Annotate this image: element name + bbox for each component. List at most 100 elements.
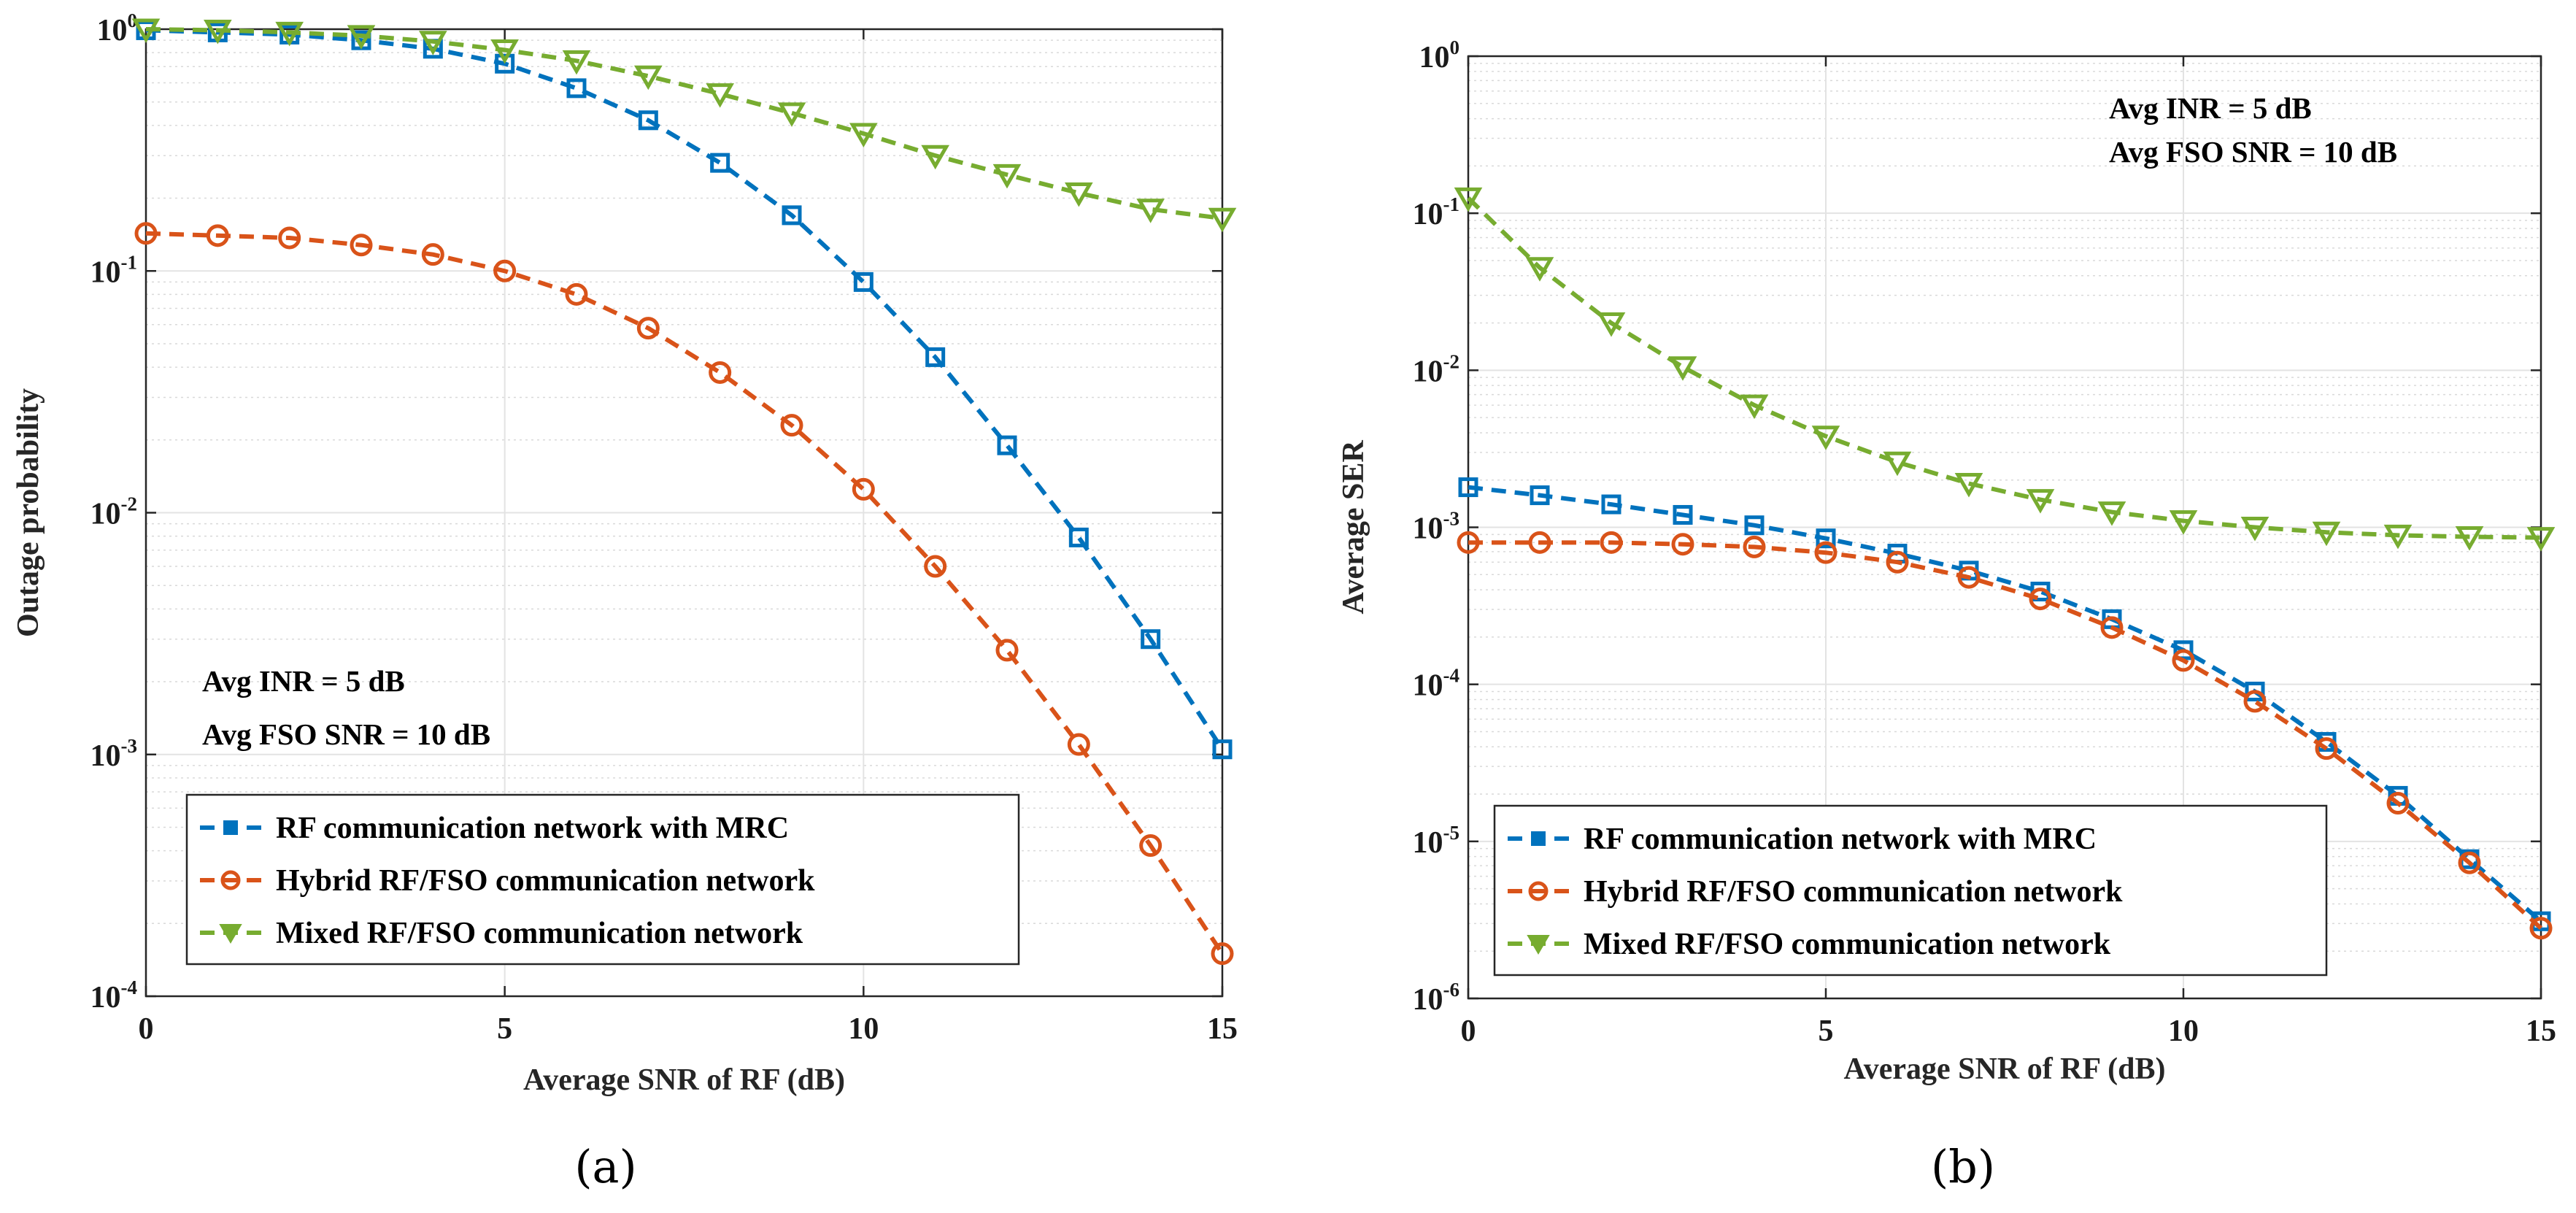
chart-a: 0 5 10 15 100 10-1 10-2 10-3 10-4 Average SNR of …	[12, 9, 1238, 1193]
data-point	[562, 50, 591, 75]
data-point	[710, 153, 730, 173]
annotation: Avg INR = 5 dB	[202, 664, 405, 698]
data-point	[2245, 682, 2265, 702]
data-point	[1600, 531, 1623, 554]
y-tick-label: 100	[97, 9, 138, 47]
data-point	[275, 21, 304, 47]
y-axis-label: Average SER	[1337, 440, 1370, 615]
annotation: Avg INR = 5 dB	[2109, 91, 2312, 125]
data-point	[278, 226, 301, 250]
data-point	[709, 361, 732, 384]
data-point	[1744, 515, 1765, 536]
data-point	[1530, 485, 1550, 506]
data-point	[347, 25, 376, 50]
data-point	[566, 78, 587, 99]
data-point	[849, 123, 878, 148]
legend-label: Hybrid RF/FSO communication network	[276, 864, 815, 898]
data-point	[634, 65, 663, 91]
data-point	[1458, 477, 1478, 498]
legend-label: Mixed RF/FSO communication network	[1584, 928, 2111, 961]
y-tick-label: 10-1	[1413, 193, 1460, 231]
x-tick-label: 10	[848, 1012, 879, 1046]
legend-label: Mixed RF/FSO communication network	[276, 917, 803, 950]
data-point	[490, 39, 519, 64]
data-point	[638, 110, 658, 131]
data-point	[1525, 257, 1554, 282]
data-point	[421, 243, 444, 266]
data-point	[925, 347, 946, 367]
data-point	[2026, 489, 2055, 514]
x-tick-label: 5	[497, 1012, 512, 1046]
legend-label: RF communication network with MRC	[276, 812, 789, 845]
series-line	[145, 28, 1225, 751]
series-3	[1454, 187, 2556, 552]
legend-marker	[220, 870, 241, 890]
data-point	[1957, 566, 1981, 589]
legend: RF communication network with MRC Hybrid …	[185, 793, 1020, 966]
data-point	[1740, 394, 1769, 420]
data-point	[1211, 942, 1234, 966]
data-point	[2455, 526, 2484, 551]
data-point	[777, 102, 806, 127]
data-point	[134, 222, 158, 245]
data-point	[780, 414, 803, 437]
caption: (a)	[574, 1140, 636, 1193]
legend-marker	[1531, 831, 1546, 846]
data-point	[1671, 533, 1694, 556]
annotation: Avg FSO SNR = 10 dB	[202, 717, 490, 751]
data-point	[1886, 550, 1909, 574]
x-tick-label: 15	[1207, 1012, 1238, 1046]
data-point	[1954, 473, 1983, 498]
data-point	[1597, 312, 1626, 337]
data-point	[2529, 917, 2553, 940]
caption: (b)	[1931, 1140, 1995, 1193]
y-axis-label: Outage probability	[12, 388, 45, 637]
chart-b: 0 5 10 15 100 10-1 10-2 10-3 10-4 10-5 10-6 Average…	[1337, 36, 2556, 1193]
data-point	[2172, 649, 2195, 672]
x-tick-label: 15	[2526, 1014, 2556, 1048]
data-point	[1212, 739, 1233, 760]
data-point	[2386, 792, 2410, 815]
series-line	[1468, 485, 2542, 923]
legend-box	[1493, 804, 2328, 977]
series-line	[1466, 196, 2542, 540]
data-point	[997, 435, 1017, 455]
series-line	[1468, 540, 2543, 931]
data-point	[706, 83, 734, 108]
data-point	[495, 53, 515, 74]
data-point	[2312, 521, 2341, 547]
series-2	[1457, 531, 2553, 940]
data-point	[493, 259, 517, 282]
data-point	[853, 272, 874, 292]
y-tick-label: 10-1	[90, 251, 138, 289]
data-point	[2315, 737, 2338, 760]
data-point	[2169, 510, 2198, 535]
legend: RF communication network with MRC Hybrid …	[1493, 804, 2328, 977]
data-point	[1139, 834, 1162, 858]
x-tick-label: 10	[2168, 1014, 2199, 1048]
data-point	[1673, 504, 1693, 525]
data-point	[1811, 425, 1840, 450]
y-tick-label: 10-4	[1413, 665, 1460, 703]
legend-marker	[219, 924, 242, 944]
data-point	[1067, 733, 1090, 756]
data-point	[1883, 451, 1912, 477]
data-point	[204, 19, 232, 45]
data-point	[350, 234, 373, 257]
data-point	[2458, 851, 2481, 874]
y-tick-label: 10-3	[1413, 508, 1460, 546]
data-point	[2383, 524, 2413, 550]
data-point	[1457, 531, 1480, 554]
legend-label: Hybrid RF/FSO communication network	[1584, 875, 2123, 909]
data-point	[131, 18, 161, 44]
series-3	[131, 18, 1237, 233]
data-point	[782, 205, 802, 226]
legend-marker	[223, 820, 238, 835]
data-point	[1668, 356, 1697, 381]
data-point	[565, 282, 588, 306]
y-tick-label: 10-4	[90, 977, 138, 1014]
y-tick-label: 10-3	[90, 735, 138, 773]
data-point	[921, 145, 949, 170]
data-point	[1068, 527, 1089, 547]
data-point	[419, 31, 447, 55]
